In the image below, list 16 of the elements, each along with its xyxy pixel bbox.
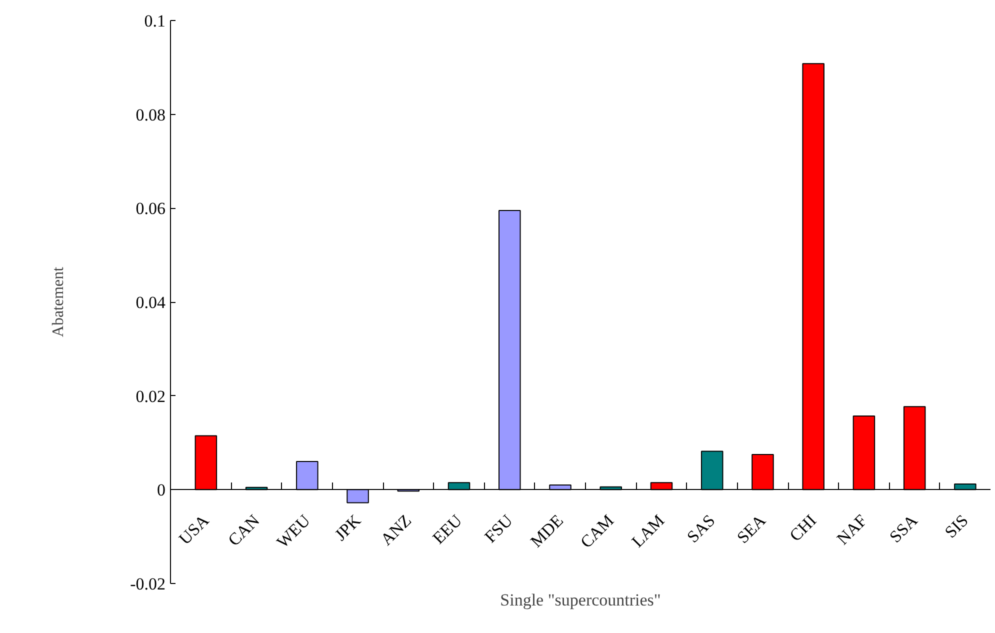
y-tick-label: 0.02 — [136, 386, 166, 406]
x-tick-label: CHI — [786, 510, 820, 546]
y-tick-label: 0.06 — [136, 199, 166, 218]
y-tick-label: 0.1 — [144, 12, 166, 30]
y-tick-label: -0.02 — [130, 574, 166, 594]
y-axis-title: Abatement — [50, 266, 68, 338]
x-tick-label: SEA — [733, 510, 770, 548]
x-tick-label: USA — [175, 510, 214, 548]
x-tick-label: SSA — [886, 510, 922, 546]
x-tick-label: SAS — [683, 510, 719, 546]
x-tick-label: SIS — [941, 510, 972, 542]
y-tick-label: 0 — [157, 480, 166, 500]
x-axis-title: Single "supercountries" — [500, 590, 661, 610]
x-tick-label: JPK — [331, 510, 366, 544]
y-tick-label: 0.08 — [136, 105, 166, 124]
y-tick-label: 0.04 — [136, 293, 166, 312]
